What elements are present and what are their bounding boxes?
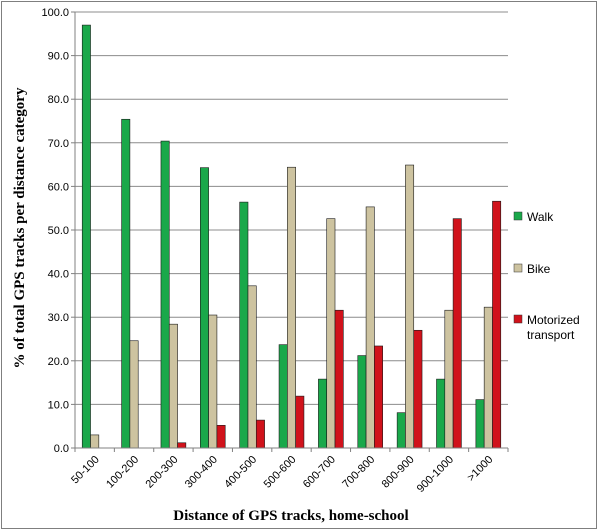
legend-swatch-motorized [513, 314, 523, 324]
bar-bike [483, 306, 493, 449]
x-tick-label: 50-100 [69, 454, 102, 487]
bar-motorized [452, 218, 462, 449]
x-tick-label: 700-800 [340, 454, 377, 491]
bar-motorized [413, 329, 423, 449]
bar-bike [208, 314, 218, 449]
bar-walk [160, 140, 170, 449]
y-tick-label: 80.0 [48, 94, 69, 106]
legend-swatch-walk [513, 211, 523, 221]
legend-label-motorized: Motorized transport [527, 313, 583, 342]
x-tick-labels: 50-100 100-200 200-300 300-400 400-500 500-60… [69, 448, 509, 495]
bar-walk [475, 399, 485, 449]
bar-motorized [374, 345, 383, 449]
x-tick-label: 400-500 [222, 454, 259, 491]
bar-bike [168, 323, 178, 449]
bar-walk [81, 24, 91, 449]
bar-walk [239, 201, 249, 449]
x-axis-title: Distance of GPS tracks, home-school [173, 508, 408, 524]
bar-walk [396, 412, 406, 449]
x-tick-label: 200-300 [143, 454, 180, 491]
axes [74, 12, 508, 449]
y-axis-title: % of total GPS tracks per distance categ… [12, 87, 28, 368]
y-tick-label: 90.0 [48, 51, 69, 63]
bar-bike [326, 218, 336, 449]
y-tick-labels: 0.0 10.0 20.0 30.0 40.0 50.0 60.0 70.0 80.0 90.0 1… [41, 7, 69, 455]
x-tick-label: 500-600 [262, 454, 299, 491]
y-tick-label: 10.0 [48, 399, 69, 411]
bar-bike [287, 166, 296, 449]
bar-walk [318, 378, 328, 449]
bar-walk [436, 378, 446, 449]
y-tick-label: 20.0 [48, 356, 69, 368]
legend-swatch-bike [513, 263, 523, 273]
bar-motorized [295, 395, 305, 449]
y-tick-label: 100.0 [41, 7, 69, 19]
bars [81, 24, 502, 449]
x-tick-label: >1000 [465, 454, 495, 484]
y-tick-label: 40.0 [48, 269, 69, 281]
legend: Walk Bike Motorized transport [513, 210, 583, 342]
y-tick-label: 50.0 [48, 225, 69, 237]
y-tick-label: 0.0 [54, 443, 69, 455]
bar-motorized [492, 200, 502, 449]
x-tick-label: 900-1000 [415, 454, 456, 495]
bar-bike [90, 434, 100, 449]
bar-walk [278, 344, 288, 449]
bar-walk [200, 167, 209, 449]
y-tick-label: 70.0 [48, 138, 69, 150]
bar-motorized [334, 309, 344, 449]
x-tick-label: 600-700 [301, 454, 338, 491]
x-tick-label: 100-200 [104, 454, 141, 491]
bar-bike [405, 164, 415, 449]
x-tick-label: 800-900 [380, 454, 417, 491]
legend-label-motorized-line2: transport [527, 328, 575, 342]
legend-label-motorized-line1: Motorized [527, 313, 580, 327]
bar-walk [357, 355, 367, 449]
bar-motorized [255, 419, 265, 449]
x-tick-label: 300-400 [183, 454, 220, 491]
y-tick-label: 60.0 [48, 181, 69, 193]
bar-bike [129, 340, 139, 449]
bar-bike [444, 309, 454, 449]
bar-motorized [177, 442, 187, 449]
bar-motorized [216, 425, 226, 449]
legend-label-bike: Bike [527, 262, 551, 276]
bar-bike [247, 285, 257, 449]
y-tick-label: 30.0 [48, 312, 69, 324]
bar-bike [365, 206, 375, 449]
bar-walk [121, 118, 131, 449]
legend-label-walk: Walk [527, 210, 554, 224]
